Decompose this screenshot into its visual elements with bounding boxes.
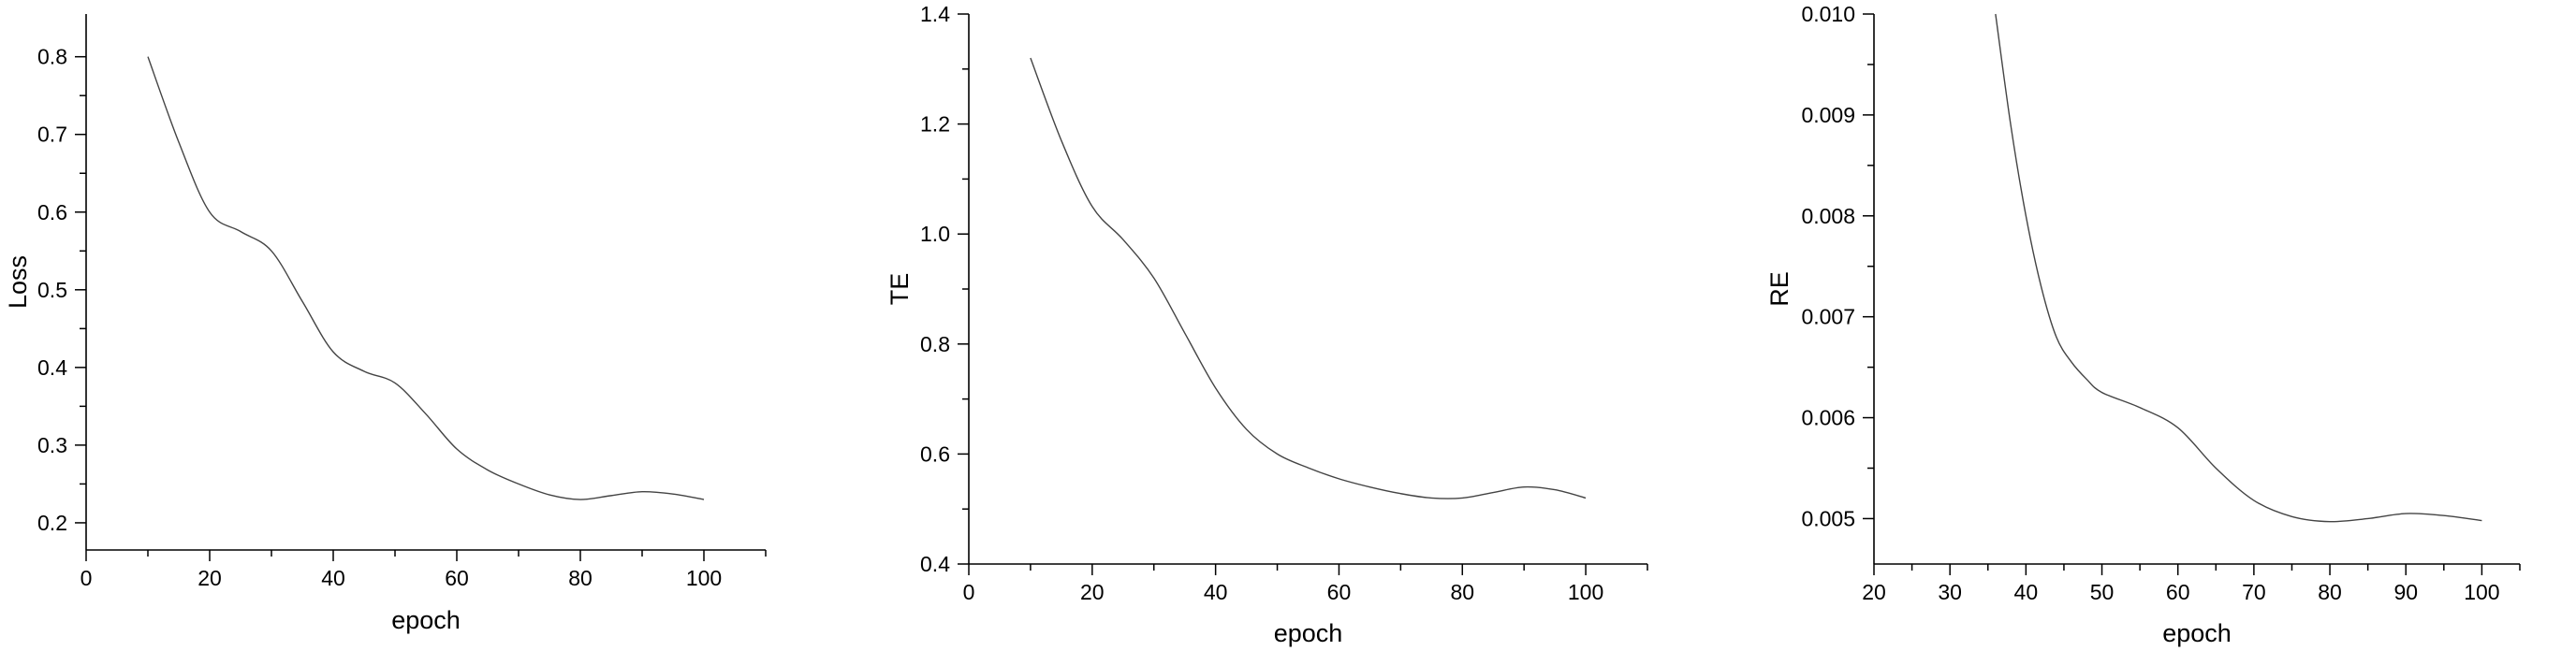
y-tick-label: 0.6	[37, 200, 67, 224]
y-ticks: 0.4 0.6 0.8 1.0 1.2 1.4	[920, 2, 969, 576]
x-tick-label: 80	[2318, 580, 2342, 604]
x-tick-label: 90	[2393, 580, 2418, 604]
x-axis-title: epoch	[391, 606, 461, 634]
x-tick-label: 50	[2090, 580, 2115, 604]
x-axis-title: epoch	[1274, 619, 1343, 647]
x-ticks: 0 20 40 60 80 100	[963, 564, 1648, 604]
x-tick-label: 70	[2242, 580, 2266, 604]
y-tick-label: 0.8	[920, 332, 950, 356]
y-tick-label: 0.4	[920, 552, 950, 576]
y-ticks: 0.2 0.3 0.4 0.5 0.6 0.7 0.8	[37, 45, 86, 535]
x-tick-label: 40	[1204, 580, 1228, 604]
x-tick-label: 0	[80, 566, 93, 590]
x-tick-label: 100	[2464, 580, 2499, 604]
y-axis-title: Loss	[4, 255, 32, 309]
x-tick-label: 60	[1327, 580, 1352, 604]
x-tick-label: 100	[686, 566, 722, 590]
y-ticks: 0.005 0.006 0.007 0.008 0.009 0.010	[1801, 2, 1874, 530]
x-axis-title: epoch	[2162, 619, 2232, 647]
x-tick-label: 20	[198, 566, 222, 590]
y-tick-label: 0.010	[1801, 2, 1855, 26]
y-axis-title: TE	[886, 273, 914, 306]
x-tick-label: 20	[1862, 580, 1886, 604]
x-tick-label: 60	[2166, 580, 2190, 604]
y-tick-label: 1.2	[920, 112, 950, 137]
y-tick-label: 0.008	[1801, 204, 1855, 228]
x-tick-label: 0	[963, 580, 975, 604]
x-tick-label: 80	[1450, 580, 1474, 604]
y-tick-label: 0.005	[1801, 506, 1855, 530]
chart-re: 0.005 0.006 0.007 0.008 0.009 0.010 20 30 40 50 6…	[1765, 2, 2521, 647]
y-tick-label: 1.0	[920, 222, 950, 246]
y-tick-label: 0.6	[920, 441, 950, 466]
x-tick-label: 40	[2014, 580, 2039, 604]
y-tick-label: 0.2	[37, 511, 67, 535]
x-tick-label: 40	[321, 566, 345, 590]
te-series-line	[1030, 57, 1587, 499]
y-tick-label: 0.007	[1801, 305, 1855, 329]
re-series-line	[1995, 13, 2482, 523]
x-tick-label: 30	[1938, 580, 1962, 604]
x-ticks: 0 20 40 60 80 100	[80, 550, 767, 590]
y-tick-label: 0.009	[1801, 103, 1855, 127]
x-tick-label: 100	[1568, 580, 1603, 604]
loss-series-line	[147, 56, 705, 500]
chart-te: 0.4 0.6 0.8 1.0 1.2 1.4 0 20 40 60 80 100 epoch TE	[886, 2, 1648, 647]
y-axis-title: RE	[1765, 271, 1793, 307]
y-tick-label: 0.7	[37, 123, 67, 147]
y-tick-label: 1.4	[920, 2, 950, 26]
x-ticks: 20 30 40 50 60 70 80 90 100	[1862, 564, 2521, 604]
y-tick-label: 0.006	[1801, 406, 1855, 430]
x-tick-label: 20	[1080, 580, 1105, 604]
y-tick-label: 0.8	[37, 45, 67, 69]
y-tick-label: 0.3	[37, 433, 67, 457]
chart-loss: 0.2 0.3 0.4 0.5 0.6 0.7 0.8 0 20 40 60 80 100 epoch…	[4, 14, 767, 634]
y-tick-label: 0.4	[37, 355, 67, 380]
x-tick-label: 80	[568, 566, 593, 590]
x-tick-label: 60	[445, 566, 469, 590]
y-tick-label: 0.5	[37, 278, 67, 302]
